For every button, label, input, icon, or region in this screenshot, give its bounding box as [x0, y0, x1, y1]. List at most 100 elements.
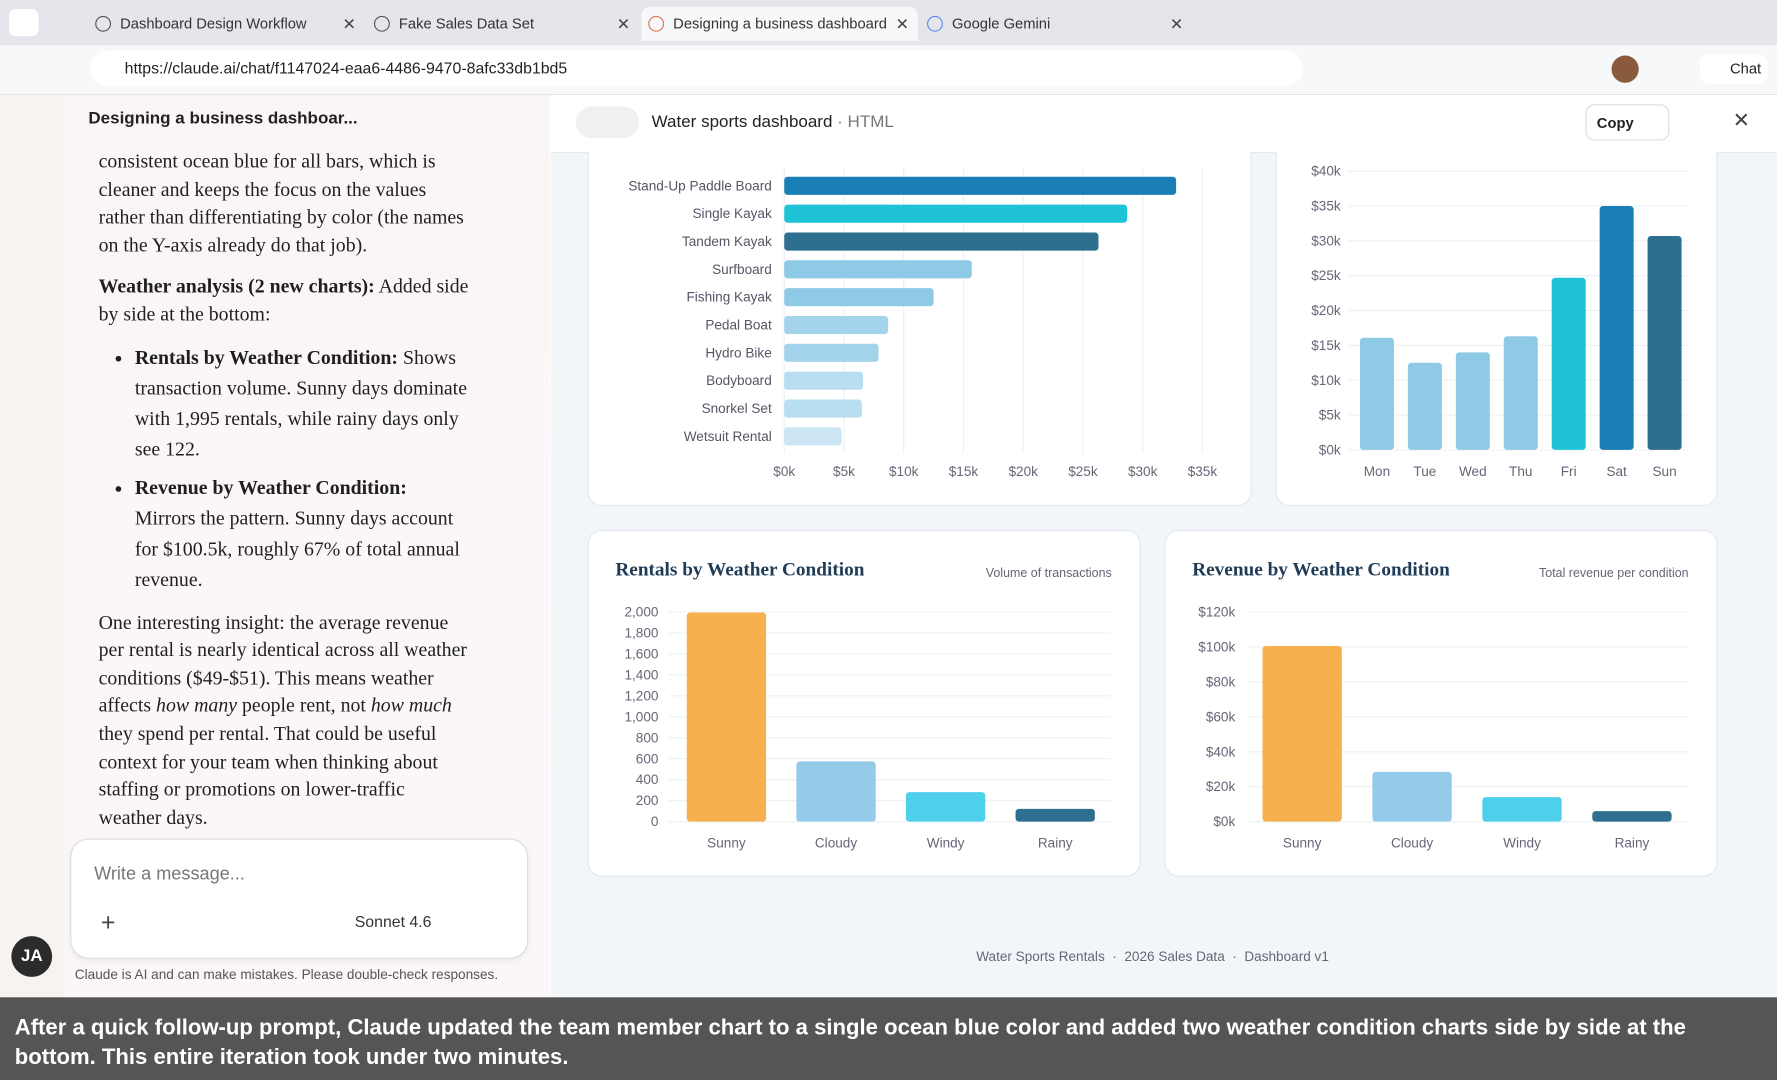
disclaimer: Claude is AI and can make mistakes. Plea… — [74, 966, 499, 983]
card — [587, 529, 1141, 877]
x-tick-label: $15k — [949, 464, 979, 479]
bullet: Revenue by Weather Condition: Mirrors th… — [135, 472, 470, 594]
y-tick-label: $20k — [1311, 303, 1341, 318]
x-tick-label: Tue — [1413, 464, 1436, 479]
x-tick-label: $5k — [833, 464, 855, 479]
y-tick-label: 200 — [636, 793, 659, 808]
text: Shows transaction volume. Sunny days dom… — [134, 345, 468, 460]
y-tick-label: Pedal Boat — [705, 318, 772, 333]
y-tick-label: 2,000 — [624, 605, 658, 620]
paragraph: Weather analysis (2 new charts): Added s… — [99, 272, 471, 328]
tab-title: Google Gemini — [951, 14, 1051, 32]
artifact-header: Water sports dashboard · HTML Copy ✕ — [550, 95, 1777, 153]
y-tick-label: 400 — [636, 772, 659, 787]
bar — [686, 612, 767, 822]
x-tick-label: Rainy — [1615, 836, 1650, 851]
chat-title[interactable]: Designing a business dashboar... — [88, 108, 358, 129]
attach-button[interactable]: + — [100, 907, 116, 937]
copy-button[interactable]: Copy — [1585, 104, 1670, 141]
tab-menu[interactable] — [9, 9, 39, 37]
bar — [784, 371, 864, 390]
bar — [1482, 797, 1562, 822]
view-toggle[interactable] — [575, 106, 640, 139]
text: Added side by side at the bottom: — [98, 274, 469, 326]
tab-title: Fake Sales Data Set — [398, 14, 535, 32]
tab-title: Designing a business dashboard for — [673, 14, 909, 32]
caption: After a quick follow-up prompt, Claude u… — [0, 997, 1777, 1080]
bar — [784, 232, 1099, 251]
y-tick-label: Hydro Bike — [705, 345, 771, 360]
bar — [1407, 362, 1442, 450]
y-tick-label: $40k — [1311, 164, 1341, 179]
profile-avatar[interactable] — [1611, 55, 1639, 83]
y-tick-label: $80k — [1206, 674, 1236, 689]
card — [1164, 529, 1718, 877]
y-tick-label: 1,000 — [624, 709, 658, 724]
y-tick-label: $100k — [1198, 639, 1235, 654]
x-tick-label: $30k — [1128, 464, 1158, 479]
x-tick-label: Rainy — [1038, 836, 1073, 851]
icon — [95, 15, 112, 32]
bar — [905, 792, 986, 822]
chart-title: Rentals by Weather Condition — [615, 560, 864, 581]
y-tick-label: $10k — [1311, 373, 1341, 388]
bar — [784, 399, 862, 418]
x-tick-label: Sat — [1606, 464, 1627, 479]
tab-title: Dashboard Design Workflow — [120, 14, 307, 32]
chat-button[interactable]: Chat — [1699, 54, 1768, 84]
icon — [373, 15, 390, 32]
paragraph: One interesting insight: the average rev… — [99, 608, 471, 831]
y-tick-label: $120k — [1198, 605, 1235, 620]
bar — [1015, 808, 1095, 822]
x-tick-label: $0k — [773, 464, 795, 479]
bar — [784, 176, 1177, 195]
y-tick-label: $15k — [1311, 338, 1341, 353]
bar — [784, 315, 889, 335]
x-tick-label: Thu — [1509, 464, 1532, 479]
user-avatar[interactable]: JA — [11, 936, 53, 977]
icon — [648, 15, 665, 32]
icon: ✕ — [891, 6, 909, 41]
bullet: Rentals by Weather Condition: Shows tran… — [135, 342, 470, 464]
bar — [1599, 205, 1634, 450]
bold-text: Rentals by Weather Condition: — [134, 345, 399, 368]
tab[interactable]: Google Gemini ✕ — [920, 7, 1192, 41]
y-tick-label: $35k — [1311, 199, 1341, 214]
artifact-title: Water sports dashboard — [651, 112, 833, 132]
y-tick-label: $20k — [1206, 779, 1236, 794]
y-tick-label: Tandem Kayak — [682, 234, 772, 249]
message-input[interactable]: Write a message... + Sonnet 4.6 — [70, 838, 529, 959]
text: they spend per rental. That could be use… — [98, 721, 438, 829]
bar — [1647, 235, 1682, 450]
y-tick-label: $60k — [1206, 709, 1236, 724]
bold-text: Revenue by Weather Condition: — [134, 475, 407, 499]
x-tick-label: Wed — [1459, 464, 1487, 479]
close-button[interactable]: ✕ — [1732, 108, 1750, 132]
tab[interactable]: Dashboard Design Workflow ✕ — [88, 7, 365, 41]
bar — [796, 761, 876, 822]
bullet-list: Rentals by Weather Condition: Shows tran… — [99, 342, 471, 595]
y-tick-label: Wetsuit Rental — [684, 429, 772, 444]
y-tick-label: Stand-Up Paddle Board — [628, 178, 771, 193]
paragraph: consistent ocean blue for all bars, whic… — [98, 149, 464, 256]
text: One interesting insight: the average rev… — [98, 610, 467, 717]
y-tick-label: $5k — [1319, 408, 1341, 423]
x-tick-label: Fri — [1561, 464, 1577, 479]
dashboard-footer: Water Sports Rentals · 2026 Sales Data ·… — [976, 949, 1329, 964]
x-tick-label: $20k — [1008, 464, 1038, 479]
url[interactable]: https://claude.ai/chat/f1147024-eaa6-448… — [90, 50, 1304, 87]
icon: ✕ — [342, 14, 356, 33]
bar — [1262, 646, 1342, 822]
tab-bar: Dashboard Design Workflow ✕ Fake Sales Da… — [0, 0, 1777, 46]
y-tick-label: Fishing Kayak — [686, 290, 771, 305]
chart-subtitle: Volume of transactions — [986, 566, 1112, 580]
bar — [1503, 336, 1538, 450]
x-tick-label: Sun — [1652, 464, 1676, 479]
tab[interactable]: Fake Sales Data Set ✕ — [367, 7, 639, 41]
model-selector[interactable]: Sonnet 4.6 — [354, 912, 432, 931]
tab-active[interactable]: Designing a business dashboard for ✕ — [641, 6, 918, 41]
italic-text: how many — [156, 693, 238, 717]
x-tick-label: $35k — [1188, 464, 1218, 479]
icon: ✕ — [1169, 14, 1184, 33]
bar — [1592, 811, 1672, 822]
